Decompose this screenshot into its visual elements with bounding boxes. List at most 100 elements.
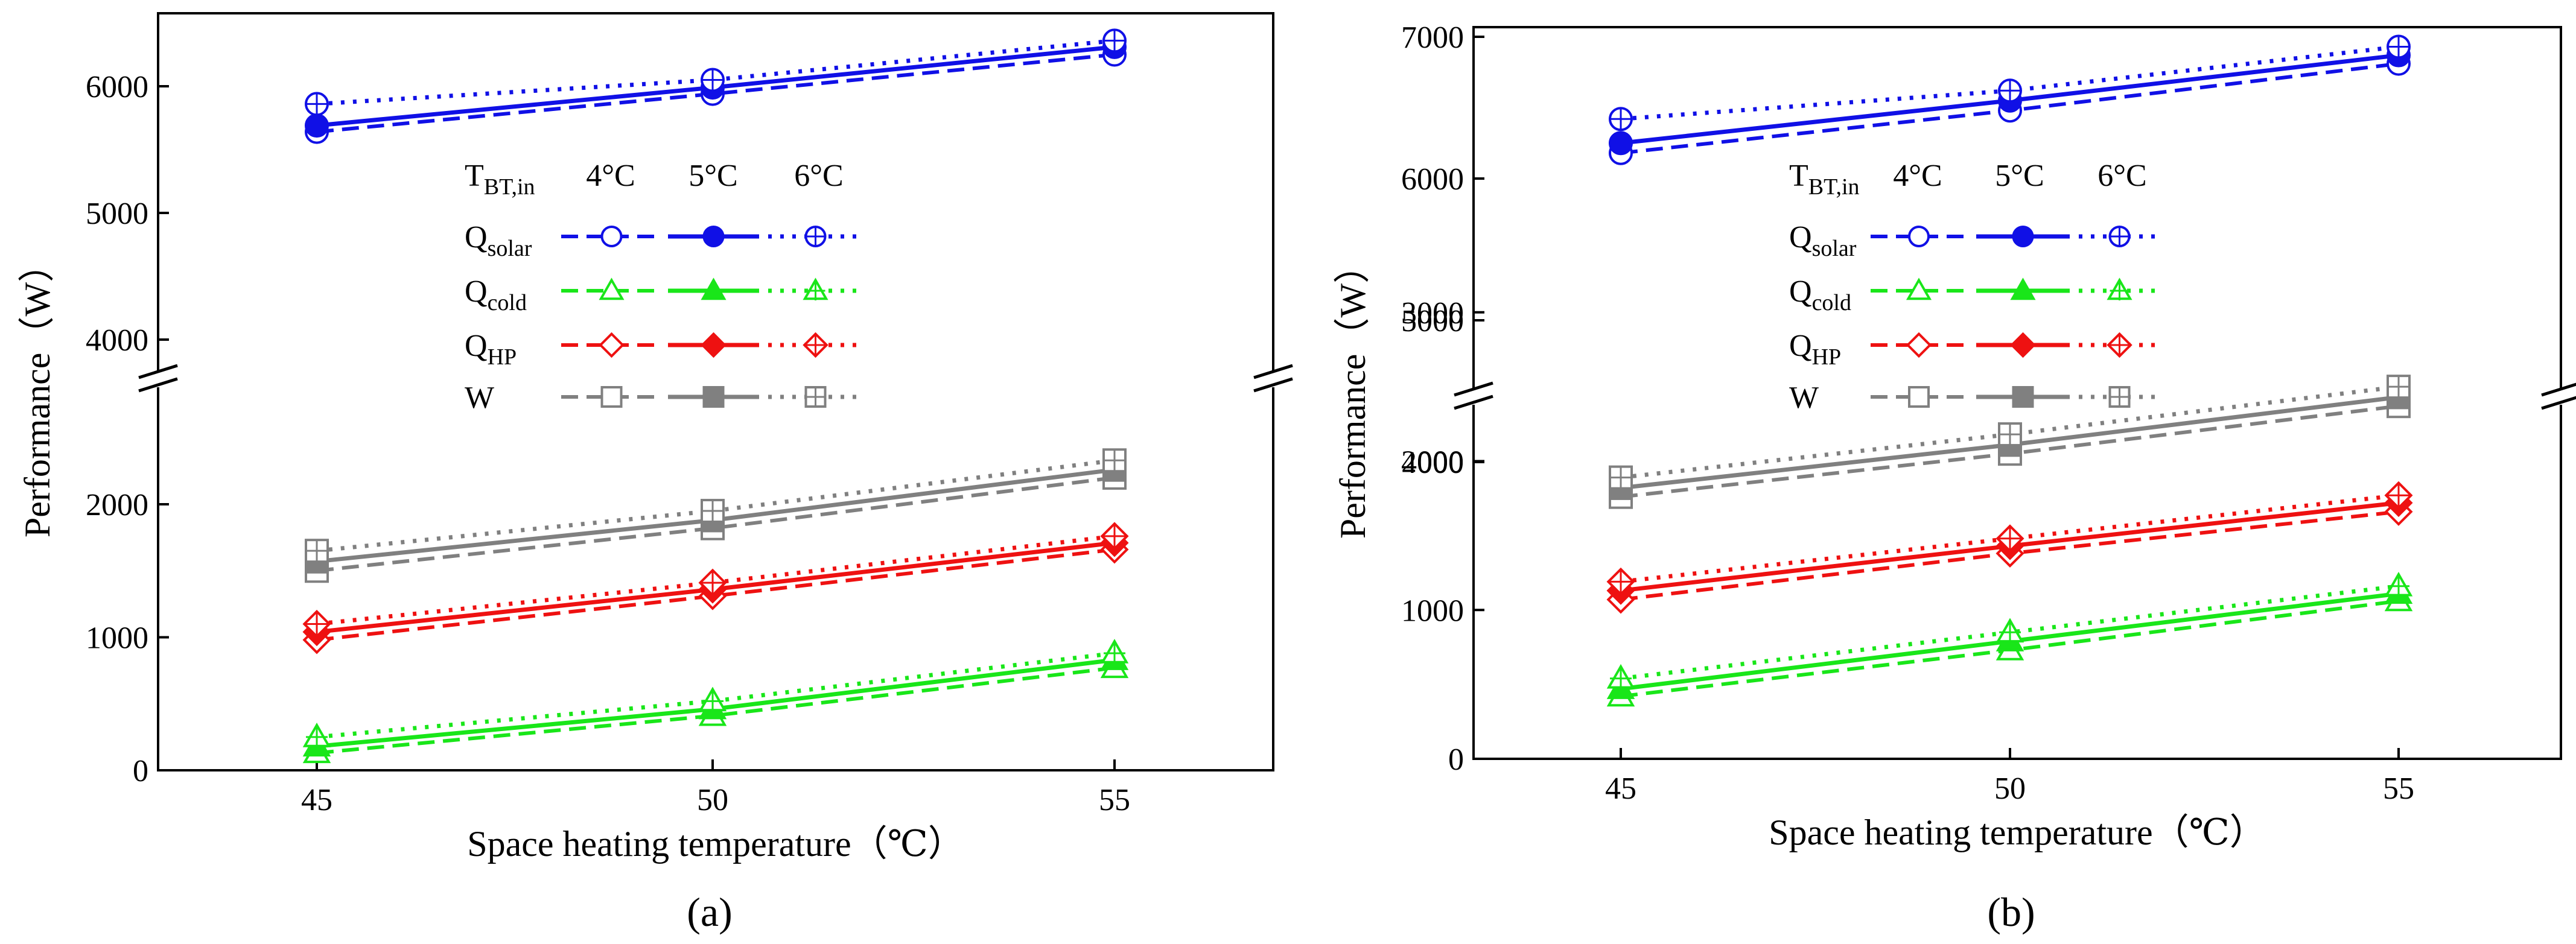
legend-marker-cold-2	[2107, 277, 2132, 300]
data-point-solar-1	[1609, 131, 1633, 156]
legend-marker-cold-1-shape	[701, 277, 727, 300]
axis-break-mark	[138, 377, 178, 393]
legend-marker-solar-0-shape	[600, 226, 623, 247]
legend: TBT,in 4°C 5°C 6°C Qsolar Qcold QHP W	[465, 159, 863, 415]
y-axis-title: Performance（W）	[1333, 247, 1373, 539]
legend-marker-cold-0-shape	[599, 277, 625, 300]
legend-marker-w-1	[702, 386, 725, 408]
y-tick-label: 6000	[1401, 162, 1464, 197]
data-point-solar-1	[305, 113, 329, 138]
legend-marker-hp-2	[803, 332, 828, 358]
legend-marker-hp-0	[1906, 332, 1932, 358]
legend-marker-cold-0	[599, 277, 625, 300]
panel-label: (a)	[687, 889, 732, 935]
plot-frame	[157, 12, 1274, 771]
legend-marker-solar-2	[804, 226, 827, 247]
x-tick-label: 55	[1099, 783, 1130, 817]
legend-row-label: Qsolar	[1789, 220, 1857, 261]
legend-marker-cold-1	[2010, 277, 2036, 300]
legend-marker-w-1-shape	[702, 386, 725, 408]
axis-break-mark	[1253, 377, 1293, 393]
data-point-w-2	[1998, 422, 2022, 447]
legend-marker-hp-0-shape	[1906, 332, 1932, 358]
data-point-solar-2	[701, 68, 725, 92]
legend-temp-label: 6°C	[794, 159, 843, 193]
legend-marker-w-2	[804, 386, 827, 408]
data-point-solar-2	[1102, 28, 1127, 53]
legend-marker-cold-0	[1906, 277, 1932, 300]
data-point-hp-2	[2384, 481, 2413, 510]
x-tick-label: 45	[1605, 771, 1636, 806]
data-point-cold-2	[1606, 664, 1635, 689]
y-tick-label: 0	[133, 754, 148, 788]
legend-row-label: Qsolar	[465, 220, 532, 261]
legend-marker-hp-2	[2107, 332, 2132, 358]
chart-panel-a: 4000 5000 6000 0 1000 2000 45 50 55 Space heating…	[17, 12, 1293, 935]
y-tick-label: 2000	[86, 488, 148, 522]
legend-marker-hp-0	[599, 332, 625, 358]
data-point-w-2	[1102, 448, 1127, 473]
data-point-solar-2	[1609, 107, 1633, 131]
series-line-hp-0	[316, 547, 1115, 642]
series-line-cold-2	[1620, 584, 2399, 681]
x-axis-title: Space heating temperature（℃）	[467, 824, 964, 864]
series-line-solar-0	[316, 52, 1115, 134]
y-tick-label: 1000	[1401, 594, 1464, 628]
x-axis-title: Space heating temperature（℃）	[1769, 813, 2265, 852]
legend-header: TBT,in	[1789, 159, 1860, 200]
y-tick-label: 6000	[86, 70, 148, 104]
legend-marker-solar-1-shape	[702, 226, 725, 247]
legend-row-label: Qcold	[1789, 274, 1851, 315]
legend-marker-hp-1	[701, 332, 727, 358]
data-point-w-2	[1609, 465, 1633, 490]
legend-marker-solar-1-shape	[2012, 226, 2034, 247]
x-tick-label: 50	[697, 783, 728, 817]
legend-marker-w-0-shape	[1908, 386, 1930, 408]
legend-marker-cold-0-shape	[1906, 277, 1932, 300]
data-point-cold-2	[1100, 639, 1129, 664]
axis-break-mark	[2541, 382, 2576, 397]
legend-row-label: W	[1789, 381, 1819, 415]
legend-marker-w-0	[1908, 386, 1930, 408]
data-point-hp-2	[1100, 522, 1129, 551]
series-line-cold-2	[316, 651, 1115, 740]
legend-temp-label: 5°C	[1995, 159, 2044, 193]
data-point-solar-2	[305, 92, 329, 116]
legend-marker-w-2	[2108, 386, 2131, 408]
legend-marker-cold-2	[803, 277, 828, 300]
legend-temp-label: 5°C	[689, 159, 737, 193]
data-point-solar-2	[2387, 34, 2411, 59]
legend-marker-hp-0-shape	[599, 332, 625, 358]
data-point-hp-2	[302, 609, 331, 638]
legend-marker-w-1	[2012, 386, 2034, 408]
legend-marker-cold-1	[701, 277, 727, 300]
legend-marker-solar-1	[2012, 226, 2034, 247]
chart-panel-b: 4000 5000 6000 7000 0 1000 2000 3000 45 50 55 Space…	[1333, 21, 2576, 935]
legend-header: TBT,in	[465, 159, 535, 200]
data-point-cold-2	[1996, 618, 2024, 644]
legend-marker-hp-1-shape	[701, 332, 727, 358]
legend-temp-label: 4°C	[1893, 159, 1942, 193]
y-axis-title: Performance（W）	[17, 246, 57, 537]
legend-marker-w-0	[600, 386, 623, 408]
data-point-solar-1-shape	[305, 113, 329, 138]
y-tick-label: 4000	[1401, 446, 1464, 480]
data-point-cold-2	[698, 686, 727, 712]
legend-marker-cold-1-shape	[2010, 277, 2036, 300]
series-line-hp-2	[1620, 493, 2399, 584]
data-point-solar-2	[1998, 78, 2022, 103]
legend-marker-w-1-shape	[2012, 386, 2034, 408]
legend-row-label: QHP	[1789, 329, 1841, 370]
series-line-solar-2	[316, 38, 1115, 106]
legend: TBT,in 4°C 5°C 6°C Qsolar Qcold QHP W	[1789, 159, 2160, 415]
legend-temp-label: 6°C	[2097, 159, 2146, 193]
data-point-w-2	[2387, 375, 2411, 399]
series-line-w-2	[1620, 384, 2399, 480]
y-tick-label: 3000	[1401, 296, 1464, 331]
legend-marker-solar-1	[702, 226, 725, 247]
legend-row-label: W	[465, 381, 494, 415]
x-tick-label: 55	[2383, 771, 2414, 806]
legend-marker-solar-2	[2108, 226, 2131, 247]
legend-row-label: QHP	[465, 329, 517, 370]
